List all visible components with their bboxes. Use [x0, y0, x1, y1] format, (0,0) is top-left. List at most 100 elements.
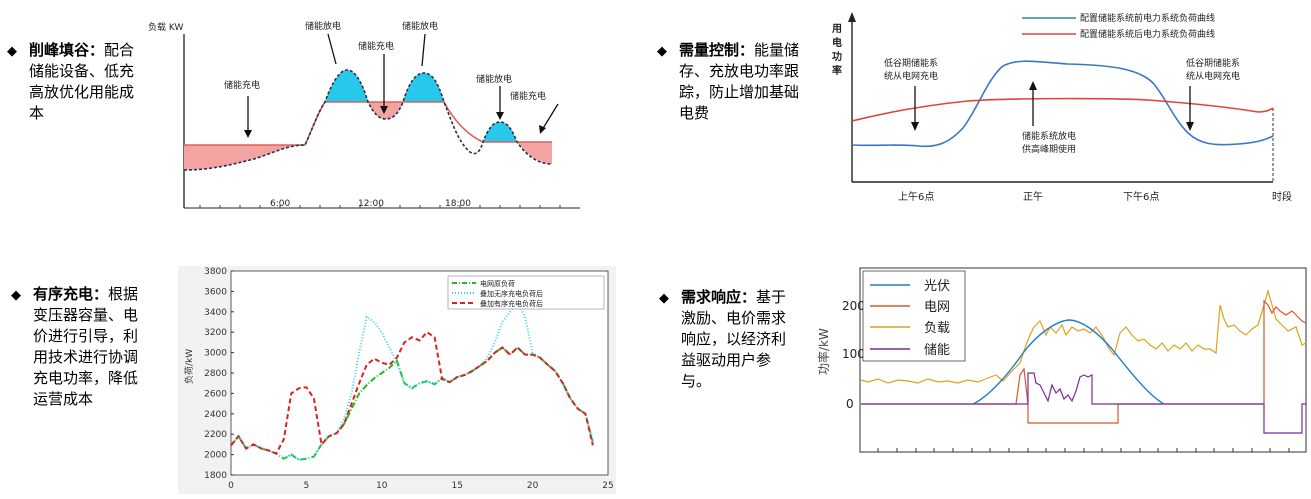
series-line — [230, 299, 594, 461]
y-tick-label: 3000 — [204, 349, 227, 359]
y-tick-label: 3200 — [204, 328, 227, 338]
bullet-peak-shaving: ◆ 削峰填谷：配合储能设备、低充高放优化用能成本 — [7, 40, 137, 124]
legend-label-after: 配置储能系统后电力系统负荷曲线 — [1080, 28, 1215, 40]
bullet-ordered-charging: ◆ 有序充电：根据变压器容量、电价进行引导，利用技术进行协调充电功率，降低运营成… — [11, 284, 145, 410]
y-tick-label: 1800 — [204, 471, 227, 481]
ordered-charging-chart: 1800 2000 2200 2400 2600 2800 3000 3200 3400 3600… — [178, 266, 616, 494]
annotation-charge: 储能充电 — [510, 90, 546, 102]
peak-shaving-chart: 负载 KW 6:00 12:00 18:00 储能充电 储能放电 储能充电 储能… — [148, 20, 580, 209]
y-tick-label: 2000 — [204, 451, 227, 461]
bullet-title: 需量控制 — [679, 41, 740, 59]
arrow-head-icon — [1029, 81, 1037, 90]
legend-label: 储能 — [924, 343, 950, 358]
diamond-bullet-icon: ◆ — [657, 44, 667, 59]
series-line-storage — [861, 372, 1306, 434]
annotation-charge: 储能充电 — [358, 40, 394, 52]
annotation-discharge: 储能放电 — [476, 73, 512, 85]
annotation-arrow — [541, 103, 559, 131]
x-tick-label: 10 — [376, 481, 388, 491]
series-line-load — [860, 288, 1307, 384]
y-tick-label: 2200 — [204, 430, 227, 440]
arrow-head-icon — [244, 130, 252, 138]
y-tick-label: 3400 — [204, 308, 227, 318]
legend-box — [862, 270, 966, 362]
legend-label: 光伏 — [924, 279, 950, 294]
discharge-area-peak-2 — [403, 73, 444, 102]
diamond-bullet-icon: ◆ — [659, 291, 669, 306]
annotation-discharge: 储能放电 — [305, 20, 341, 32]
y-tick-label: 0 — [846, 397, 854, 411]
x-tick-label: 5 — [304, 481, 310, 491]
x-tick-label: 6:00 — [270, 199, 290, 209]
legend-label: 负载 — [924, 321, 950, 336]
demand-control-chart: 用电功率 上午6点 正午 下午6点 时段 配置储能系统前电力系统负荷曲线 配置储… — [831, 12, 1292, 203]
bullet-demand-control: ◆ 需量控制：能量储存、充放电功率跟踪，防止增加基础电费 — [657, 40, 803, 124]
x-tick-label: 25 — [602, 481, 613, 491]
y-tick-label: 2400 — [204, 410, 227, 420]
x-tick-label: 18:00 — [445, 199, 471, 209]
legend-label: 电网原负荷 — [480, 279, 515, 288]
bullet-title: 有序充电 — [33, 285, 94, 303]
annotation-left: 低谷期储能系统从电网充电 — [884, 57, 938, 82]
bullet-demand-response: ◆ 需求响应：基于激励、电价需求响应，以经济利益驱动用户参与。 — [659, 287, 787, 392]
bullet-body: 配合储能设备、低充高放优化用能成本 — [29, 41, 135, 122]
annotation-center: 储能系统放电供高峰期使用 — [1022, 130, 1076, 155]
legend-label-before: 配置储能系统前电力系统负荷曲线 — [1080, 12, 1215, 24]
y-tick-label: 2800 — [204, 369, 227, 379]
bullet-body: 根据变压器容量、电价进行引导，利用技术进行协调充电功率，降低运营成本 — [33, 285, 139, 408]
annotation-right: 低谷期储能系统从电网充电 — [1186, 57, 1240, 82]
x-axis-minor-ticks — [199, 205, 561, 208]
x-tick-label: 0 — [228, 481, 234, 491]
bullet-colon: ： — [93, 285, 109, 303]
bullet-body: 基于激励、电价需求响应，以经济利益驱动用户参与。 — [681, 288, 787, 390]
annotation-charge: 储能充电 — [224, 79, 260, 91]
arrow-head-icon — [539, 125, 546, 134]
original-load-dashed — [183, 69, 553, 171]
y-tick-label: 3800 — [204, 267, 227, 277]
arrow-head-icon — [1186, 122, 1194, 131]
x-tick-label: 正午 — [1023, 190, 1043, 203]
y-tick-label: 2600 — [204, 389, 227, 399]
y-axis-label: 功率/kW — [816, 328, 831, 375]
charge-area-right — [517, 142, 552, 164]
annotation-arrow — [327, 33, 337, 65]
bullet-colon: ： — [89, 41, 105, 59]
x-tick-label: 20 — [527, 481, 539, 491]
x-tick-label: 上午6点 — [898, 190, 934, 203]
y-tick-label: 3600 — [204, 287, 227, 297]
y-tick-label: 200 — [842, 299, 865, 313]
y-axis-label: 负载 KW — [148, 21, 183, 33]
series-line-pv — [972, 319, 1165, 405]
bullet-body: 能量储存、充放电功率跟踪，防止增加基础电费 — [679, 41, 800, 122]
bullet-colon: ： — [741, 288, 757, 306]
bullet-title: 需求响应 — [681, 288, 742, 306]
annotation-discharge: 储能放电 — [402, 20, 438, 32]
legend: 电网原负荷 叠加无序充电负荷后 叠加有序充电负荷后 — [447, 275, 605, 310]
bullet-colon: ： — [739, 41, 755, 59]
y-axis-label: 负荷/kW — [183, 349, 195, 384]
diamond-bullet-icon: ◆ — [11, 288, 21, 303]
legend-label: 电网 — [924, 300, 950, 315]
x-tick-label: 12:00 — [358, 199, 384, 209]
annotation-arrow — [421, 33, 426, 67]
series-line-after — [851, 97, 1274, 122]
demand-response-chart: 200 100 0 功率/kW 光伏 电网 负载 储能 — [816, 267, 1307, 453]
series-line-before — [851, 60, 1274, 148]
arrow-head-icon — [911, 122, 919, 131]
x-axis-label: 时段 — [1272, 190, 1292, 203]
series-line — [230, 330, 594, 455]
bullet-title: 削峰填谷 — [29, 41, 90, 59]
charge-area-left — [184, 145, 305, 170]
x-tick-label: 15 — [451, 481, 462, 491]
legend: 光伏 电网 负载 储能 — [862, 270, 966, 362]
y-tick-label: 100 — [842, 347, 865, 361]
x-tick-label: 下午6点 — [1123, 190, 1159, 203]
legend-label: 叠加有序充电负荷后 — [480, 299, 543, 308]
y-axis-arrow-icon — [848, 12, 856, 22]
y-axis-label: 用电功率 — [831, 23, 842, 77]
arrow-head-icon — [496, 112, 504, 120]
x-axis-ticks — [877, 448, 1290, 452]
arrow-head-icon — [380, 106, 388, 114]
legend-label: 叠加无序充电负荷后 — [480, 289, 543, 298]
diamond-bullet-icon: ◆ — [7, 44, 17, 59]
